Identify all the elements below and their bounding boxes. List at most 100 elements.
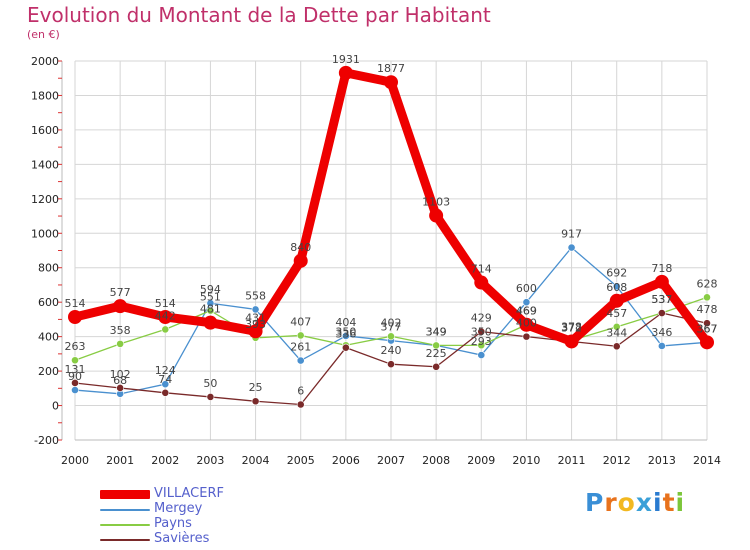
data-label-mergey: 367 bbox=[697, 322, 718, 335]
data-label-savieres: 6 bbox=[297, 385, 304, 398]
data-label-savieres: 102 bbox=[110, 368, 131, 381]
data-point-savieres bbox=[703, 319, 711, 328]
y-tick-label: 2000 bbox=[31, 55, 59, 68]
data-point-payns bbox=[612, 322, 621, 331]
x-tick-label: 2001 bbox=[106, 454, 134, 467]
data-label-villacerf: 469 bbox=[516, 305, 537, 318]
y-tick-label: 1600 bbox=[31, 124, 59, 137]
data-label-villacerf: 1877 bbox=[377, 62, 405, 75]
data-label-savieres: 225 bbox=[426, 347, 447, 360]
data-point-villacerf bbox=[293, 253, 308, 268]
data-point-villacerf bbox=[68, 309, 82, 324]
data-point-savieres bbox=[657, 309, 666, 317]
y-tick-label: 600 bbox=[38, 296, 59, 309]
data-label-savieres: 372 bbox=[561, 321, 582, 334]
data-point-savieres bbox=[477, 327, 486, 336]
data-point-villacerf bbox=[609, 293, 624, 308]
data-label-payns: 402 bbox=[381, 316, 402, 329]
data-label-villacerf: 577 bbox=[110, 286, 131, 299]
data-point-payns bbox=[71, 356, 79, 365]
data-point-savieres bbox=[432, 362, 441, 371]
data-label-villacerf: 514 bbox=[65, 297, 86, 310]
x-tick-label: 2013 bbox=[648, 454, 676, 467]
data-label-mergey: 68 bbox=[113, 374, 127, 387]
legend-label-savieres: Savières bbox=[154, 531, 210, 546]
x-tick-label: 2008 bbox=[422, 454, 450, 467]
data-label-villacerf: 514 bbox=[155, 297, 176, 310]
data-label-villacerf: 372 bbox=[561, 321, 582, 334]
series-villacerf bbox=[68, 65, 714, 350]
data-label-payns: 407 bbox=[290, 315, 311, 328]
data-point-payns bbox=[387, 332, 395, 341]
y-tick-label: 1000 bbox=[31, 227, 59, 240]
data-label-payns: 350 bbox=[471, 325, 492, 338]
data-label-payns: 457 bbox=[606, 307, 627, 320]
x-tick-label: 2002 bbox=[151, 454, 179, 467]
data-label-payns: 442 bbox=[155, 309, 176, 322]
data-label-savieres: 131 bbox=[65, 363, 86, 376]
data-point-mergey bbox=[341, 332, 350, 340]
data-label-payns: 628 bbox=[697, 277, 718, 290]
data-label-mergey: 377 bbox=[381, 321, 402, 334]
data-label-mergey: 692 bbox=[606, 266, 627, 279]
data-label-payns: 393 bbox=[245, 318, 266, 331]
x-tick-label: 2000 bbox=[61, 454, 89, 467]
data-label-savieres: 25 bbox=[249, 381, 263, 394]
data-point-payns bbox=[206, 306, 215, 315]
data-label-mergey: 293 bbox=[471, 335, 492, 348]
data-label-mergey: 261 bbox=[290, 341, 311, 354]
x-tick-label: 2014 bbox=[693, 454, 721, 467]
data-point-mergey bbox=[161, 380, 170, 389]
x-tick-label: 2006 bbox=[332, 454, 360, 467]
data-point-mergey bbox=[522, 298, 531, 307]
data-point-villacerf bbox=[248, 324, 263, 339]
data-label-villacerf: 1931 bbox=[332, 53, 360, 66]
data-label-payns: 551 bbox=[200, 291, 221, 304]
data-label-payns: 537 bbox=[651, 293, 672, 306]
data-label-savieres: 344 bbox=[606, 326, 627, 339]
data-point-villacerf bbox=[429, 208, 444, 223]
data-label-savieres: 50 bbox=[203, 377, 217, 390]
legend-label-villacerf: VILLACERF bbox=[154, 486, 224, 501]
data-label-mergey: 594 bbox=[200, 283, 221, 296]
data-label-savieres: 74 bbox=[158, 373, 172, 386]
data-point-mergey bbox=[477, 351, 486, 359]
data-label-mergey: 124 bbox=[155, 364, 176, 377]
x-tick-label: 2007 bbox=[377, 454, 405, 467]
data-point-mergey bbox=[612, 282, 621, 291]
data-label-payns: 349 bbox=[426, 325, 447, 338]
data-label-villacerf: 431 bbox=[245, 311, 266, 324]
data-point-savieres bbox=[341, 343, 350, 352]
chart-subtitle: (en €) bbox=[27, 28, 60, 41]
y-tick-label: 1800 bbox=[31, 89, 59, 102]
data-label-villacerf: 608 bbox=[606, 281, 627, 294]
data-point-villacerf bbox=[113, 299, 128, 314]
x-tick-label: 2005 bbox=[287, 454, 315, 467]
data-label-savieres: 400 bbox=[516, 317, 537, 330]
data-label-mergey: 90 bbox=[68, 370, 82, 383]
data-point-mergey bbox=[296, 356, 305, 365]
x-tick-label: 2004 bbox=[242, 454, 270, 467]
data-point-mergey bbox=[71, 386, 79, 394]
data-point-savieres bbox=[206, 393, 215, 401]
data-label-villacerf: 367 bbox=[697, 322, 718, 335]
data-point-mergey bbox=[567, 243, 576, 252]
data-point-payns bbox=[296, 331, 305, 340]
chart-title: Evolution du Montant de la Dette par Hab… bbox=[27, 3, 491, 27]
legend-label-payns: Payns bbox=[154, 516, 192, 531]
data-point-savieres bbox=[387, 360, 395, 369]
data-label-payns: 263 bbox=[65, 340, 86, 353]
data-label-savieres: 429 bbox=[471, 312, 492, 325]
data-point-savieres bbox=[161, 388, 170, 397]
data-label-payns: 358 bbox=[110, 324, 131, 337]
data-point-savieres bbox=[71, 379, 79, 387]
data-label-payns: 469 bbox=[516, 305, 537, 318]
data-label-mergey: 349 bbox=[426, 325, 447, 338]
y-tick-label: 800 bbox=[38, 262, 59, 275]
series-savieres bbox=[71, 309, 711, 409]
data-point-payns bbox=[116, 339, 125, 348]
data-label-villacerf: 840 bbox=[290, 241, 311, 254]
legend-label-mergey: Mergey bbox=[154, 501, 203, 516]
x-tick-label: 2009 bbox=[467, 454, 495, 467]
